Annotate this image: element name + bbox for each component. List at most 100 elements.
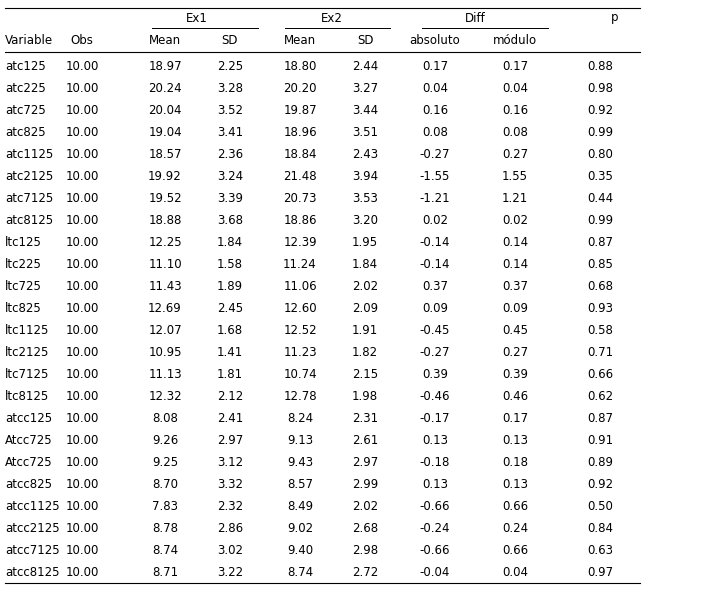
- Text: 11.24: 11.24: [283, 257, 317, 270]
- Text: SD: SD: [222, 34, 238, 47]
- Text: 0.02: 0.02: [422, 213, 448, 226]
- Text: 0.17: 0.17: [502, 59, 528, 72]
- Text: 0.04: 0.04: [502, 82, 528, 94]
- Text: 8.24: 8.24: [287, 411, 313, 424]
- Text: 2.36: 2.36: [217, 148, 243, 161]
- Text: -0.46: -0.46: [420, 389, 450, 403]
- Text: -0.17: -0.17: [420, 411, 450, 424]
- Text: 10.00: 10.00: [65, 257, 99, 270]
- Text: 18.88: 18.88: [149, 213, 182, 226]
- Text: Ex1: Ex1: [186, 12, 208, 25]
- Text: 20.04: 20.04: [148, 104, 182, 116]
- Text: atcc8125: atcc8125: [5, 566, 60, 579]
- Text: 0.91: 0.91: [587, 433, 613, 446]
- Text: 3.94: 3.94: [352, 170, 378, 183]
- Text: 2.68: 2.68: [352, 522, 378, 535]
- Text: -0.14: -0.14: [420, 235, 450, 248]
- Text: 10.00: 10.00: [65, 346, 99, 359]
- Text: 12.32: 12.32: [148, 389, 182, 403]
- Text: 2.15: 2.15: [352, 368, 378, 381]
- Text: 2.02: 2.02: [352, 500, 378, 512]
- Text: atc125: atc125: [5, 59, 46, 72]
- Text: ltc1125: ltc1125: [5, 324, 49, 337]
- Text: 0.71: 0.71: [587, 346, 613, 359]
- Text: Mean: Mean: [284, 34, 316, 47]
- Text: 10.00: 10.00: [65, 191, 99, 205]
- Text: 2.25: 2.25: [217, 59, 243, 72]
- Text: 0.13: 0.13: [422, 433, 448, 446]
- Text: atc1125: atc1125: [5, 148, 53, 161]
- Text: -0.14: -0.14: [420, 257, 450, 270]
- Text: 0.37: 0.37: [502, 280, 528, 292]
- Text: 12.60: 12.60: [283, 302, 317, 314]
- Text: 0.13: 0.13: [502, 433, 528, 446]
- Text: 2.02: 2.02: [352, 280, 378, 292]
- Text: 3.41: 3.41: [217, 126, 243, 139]
- Text: 0.04: 0.04: [502, 566, 528, 579]
- Text: ltc2125: ltc2125: [5, 346, 49, 359]
- Text: 8.78: 8.78: [152, 522, 178, 535]
- Text: -0.18: -0.18: [420, 455, 450, 468]
- Text: 21.48: 21.48: [283, 170, 317, 183]
- Text: 0.39: 0.39: [502, 368, 528, 381]
- Text: 0.13: 0.13: [422, 478, 448, 490]
- Text: 0.09: 0.09: [502, 302, 528, 314]
- Text: atcc1125: atcc1125: [5, 500, 60, 512]
- Text: 12.07: 12.07: [148, 324, 182, 337]
- Text: 0.17: 0.17: [422, 59, 448, 72]
- Text: 9.13: 9.13: [287, 433, 313, 446]
- Text: ltc7125: ltc7125: [5, 368, 49, 381]
- Text: 10.00: 10.00: [65, 433, 99, 446]
- Text: atc225: atc225: [5, 82, 46, 94]
- Text: atcc825: atcc825: [5, 478, 52, 490]
- Text: 0.80: 0.80: [587, 148, 613, 161]
- Text: 0.58: 0.58: [587, 324, 613, 337]
- Text: Diff: Diff: [465, 12, 485, 25]
- Text: 0.09: 0.09: [422, 302, 448, 314]
- Text: 0.89: 0.89: [587, 455, 613, 468]
- Text: 8.49: 8.49: [287, 500, 313, 512]
- Text: 0.46: 0.46: [502, 389, 528, 403]
- Text: 3.32: 3.32: [217, 478, 243, 490]
- Text: -1.21: -1.21: [420, 191, 450, 205]
- Text: 10.00: 10.00: [65, 566, 99, 579]
- Text: Atcc725: Atcc725: [5, 455, 53, 468]
- Text: 0.27: 0.27: [502, 346, 528, 359]
- Text: 8.74: 8.74: [152, 544, 178, 557]
- Text: ltc825: ltc825: [5, 302, 42, 314]
- Text: 7.83: 7.83: [152, 500, 178, 512]
- Text: 3.51: 3.51: [352, 126, 378, 139]
- Text: 0.18: 0.18: [502, 455, 528, 468]
- Text: 8.08: 8.08: [152, 411, 178, 424]
- Text: 12.52: 12.52: [283, 324, 317, 337]
- Text: 2.45: 2.45: [217, 302, 243, 314]
- Text: SD: SD: [357, 34, 373, 47]
- Text: atcc7125: atcc7125: [5, 544, 60, 557]
- Text: 0.14: 0.14: [502, 235, 528, 248]
- Text: 2.44: 2.44: [352, 59, 378, 72]
- Text: 0.13: 0.13: [502, 478, 528, 490]
- Text: 0.17: 0.17: [502, 411, 528, 424]
- Text: 8.71: 8.71: [152, 566, 178, 579]
- Text: 18.57: 18.57: [148, 148, 182, 161]
- Text: 0.44: 0.44: [587, 191, 613, 205]
- Text: 0.98: 0.98: [587, 82, 613, 94]
- Text: 18.86: 18.86: [283, 213, 317, 226]
- Text: 19.04: 19.04: [148, 126, 182, 139]
- Text: 8.70: 8.70: [152, 478, 178, 490]
- Text: 12.25: 12.25: [148, 235, 182, 248]
- Text: 0.85: 0.85: [587, 257, 613, 270]
- Text: 8.57: 8.57: [287, 478, 313, 490]
- Text: 1.58: 1.58: [217, 257, 243, 270]
- Text: 2.32: 2.32: [217, 500, 243, 512]
- Text: 11.43: 11.43: [148, 280, 182, 292]
- Text: 10.00: 10.00: [65, 544, 99, 557]
- Text: 10.00: 10.00: [65, 170, 99, 183]
- Text: 2.31: 2.31: [352, 411, 378, 424]
- Text: 9.43: 9.43: [287, 455, 313, 468]
- Text: -1.55: -1.55: [420, 170, 450, 183]
- Text: 0.87: 0.87: [587, 235, 613, 248]
- Text: 11.13: 11.13: [148, 368, 182, 381]
- Text: 10.00: 10.00: [65, 411, 99, 424]
- Text: Ex2: Ex2: [321, 12, 343, 25]
